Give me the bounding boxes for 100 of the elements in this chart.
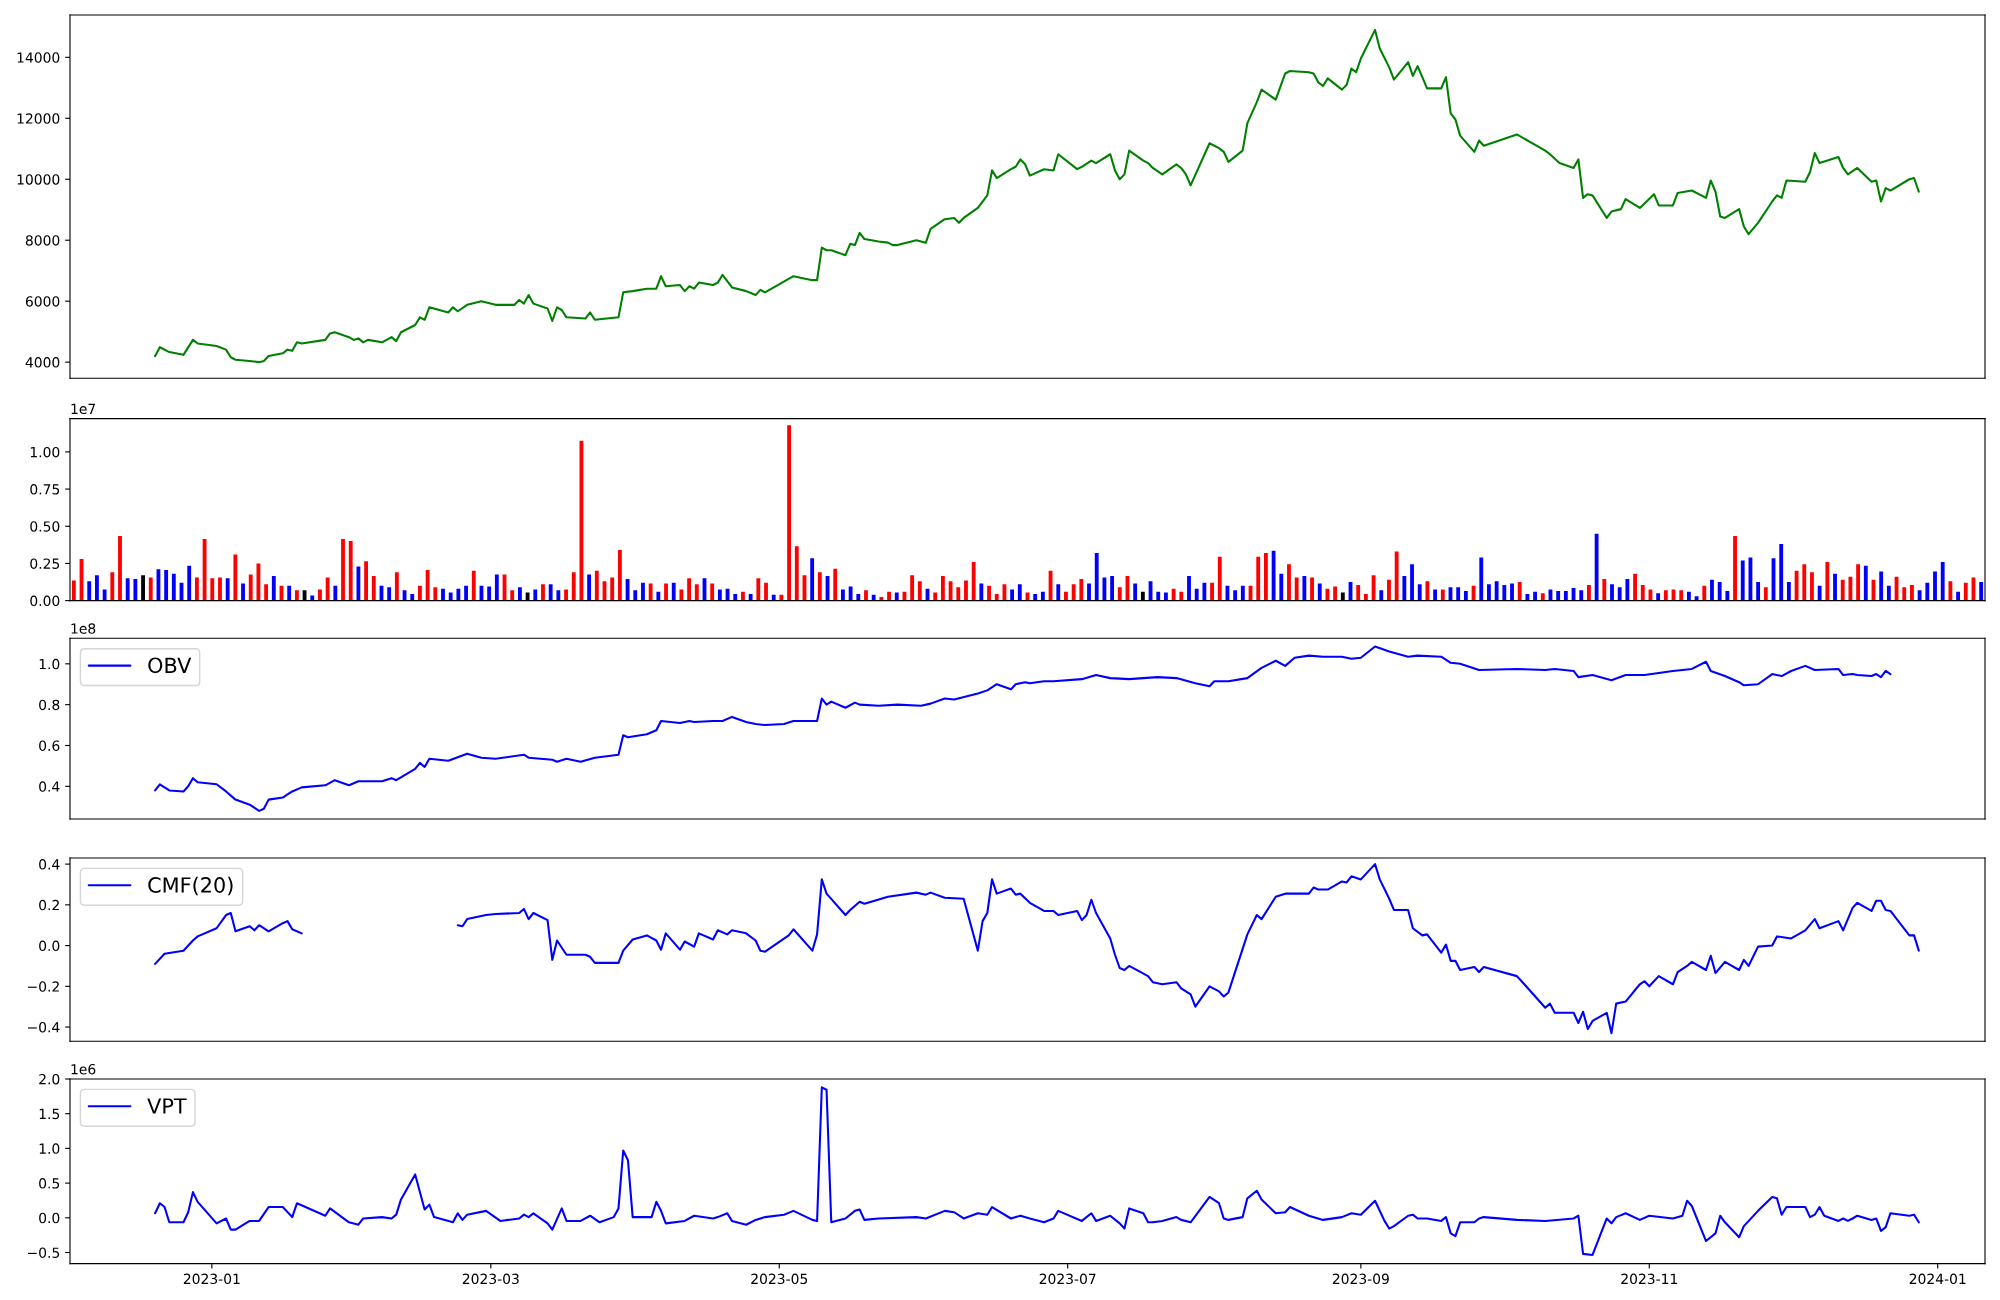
bar	[1171, 588, 1176, 601]
bar	[1440, 589, 1445, 601]
bar	[1102, 577, 1107, 601]
bar	[940, 576, 945, 601]
bar	[1679, 590, 1684, 601]
bar	[1510, 583, 1514, 601]
bar	[787, 425, 792, 601]
bar	[1756, 582, 1761, 601]
bar	[633, 590, 638, 601]
bar	[1310, 577, 1314, 601]
bar	[1848, 576, 1853, 601]
bar	[1902, 587, 1907, 601]
y-tick-label: 12000	[17, 113, 60, 124]
bar	[487, 586, 492, 601]
bar	[1433, 589, 1438, 601]
bar	[933, 592, 938, 601]
y-tick-label: 14000	[17, 52, 60, 63]
bar	[1786, 582, 1791, 601]
y-tick-label: 0.8	[39, 699, 60, 711]
y-tick-label: 6000	[25, 296, 60, 307]
bar	[1179, 591, 1184, 601]
bar	[1094, 553, 1099, 601]
bar	[1271, 550, 1276, 601]
bar	[625, 579, 630, 601]
bar	[1579, 590, 1584, 601]
bar	[456, 588, 461, 601]
bar	[964, 580, 968, 601]
legend-label: CMF(20)	[148, 876, 233, 896]
bar	[1402, 576, 1407, 601]
bar	[133, 579, 138, 601]
y-tick-label: 0.25	[30, 558, 60, 569]
bar	[894, 592, 899, 601]
bar	[225, 578, 230, 601]
y-tick-label: 0.4	[39, 859, 60, 870]
bar	[310, 595, 315, 601]
text: 1e7	[71, 403, 96, 415]
bar	[464, 585, 468, 601]
bar	[125, 578, 130, 601]
bar	[756, 578, 761, 601]
y-tick-label: 0.5	[39, 1178, 60, 1189]
bar	[210, 578, 215, 601]
bar	[1948, 581, 1953, 601]
y-tick-label: 1.0	[39, 658, 60, 670]
bar	[410, 593, 415, 601]
bar	[610, 577, 615, 601]
bar	[671, 582, 676, 601]
bar	[817, 572, 822, 601]
bar	[748, 593, 753, 601]
bar	[1617, 587, 1622, 601]
bar	[1702, 585, 1707, 601]
bar	[1287, 564, 1291, 601]
bar	[94, 575, 99, 601]
x-tick-label: 2023-01	[183, 1273, 240, 1285]
bar	[1879, 571, 1884, 601]
y-tick-label: 0.0	[39, 1212, 60, 1224]
bar	[1217, 556, 1222, 601]
y-tick-label: 8000	[25, 235, 60, 246]
bar	[1317, 583, 1322, 601]
bar	[1071, 584, 1076, 601]
bar	[679, 589, 684, 601]
bar	[441, 588, 445, 601]
bar	[1279, 573, 1284, 601]
bar	[548, 584, 553, 601]
bar	[687, 578, 692, 601]
bar	[517, 587, 522, 601]
bar	[1294, 577, 1299, 601]
bar	[1556, 590, 1561, 601]
legend-label: VPT	[147, 1098, 187, 1114]
bar	[1594, 533, 1599, 601]
bar	[1302, 576, 1307, 601]
bar	[1963, 582, 1968, 601]
bar	[1940, 561, 1945, 601]
bar	[741, 591, 745, 601]
bar	[1979, 582, 1984, 601]
y-tick-label: 4000	[25, 357, 60, 368]
bar	[1017, 584, 1022, 601]
bar	[1686, 591, 1691, 601]
bar	[1517, 582, 1522, 601]
bar	[694, 584, 699, 601]
bar	[1033, 593, 1038, 601]
y-tick-label: 2.0	[39, 1073, 60, 1085]
x-tick-label: 2023-03	[462, 1273, 519, 1285]
bar	[241, 583, 245, 601]
bar	[164, 570, 169, 601]
y-tick-label: −0.2	[28, 981, 59, 992]
bar	[1602, 579, 1607, 601]
bar	[1625, 579, 1630, 601]
bar	[71, 580, 76, 601]
bar	[1010, 589, 1015, 601]
bar	[433, 587, 438, 601]
bar	[1694, 596, 1699, 601]
bar	[510, 590, 515, 601]
bar	[810, 558, 815, 601]
bar	[1479, 557, 1484, 601]
bar	[733, 593, 738, 601]
bar	[1956, 591, 1961, 601]
bar	[1810, 572, 1814, 601]
text: 1e6	[71, 1063, 96, 1075]
bar	[1164, 592, 1168, 601]
bar	[1110, 576, 1115, 601]
